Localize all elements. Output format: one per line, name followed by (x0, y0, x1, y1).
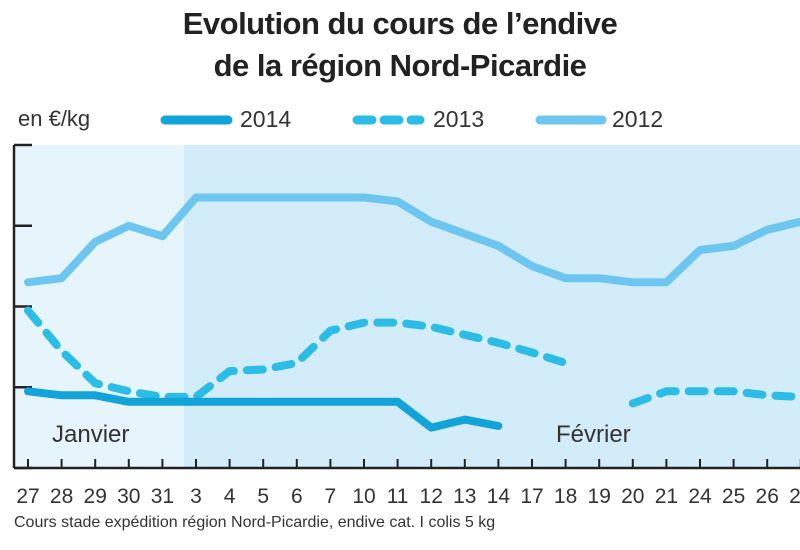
x-tick-label: 27 (16, 485, 39, 508)
x-tick-label: 4 (224, 485, 236, 508)
legend-label-2014: 2014 (240, 106, 292, 132)
x-tick-label: 10 (352, 485, 375, 508)
plot-background-right (184, 145, 800, 468)
x-tick-label: 18 (554, 485, 577, 508)
x-tick-label: 17 (520, 485, 543, 508)
x-tick-label: 20 (621, 485, 644, 508)
x-tick-label: 25 (722, 485, 745, 508)
plot-background-left (14, 145, 184, 468)
legend-label-2012: 2012 (612, 106, 664, 132)
x-tick-label: 26 (756, 485, 779, 508)
x-tick-label: 11 (387, 485, 409, 508)
chart-subtitle: de la région Nord-Picardie (213, 48, 587, 83)
series-line-2013 (24, 306, 570, 401)
x-tick-label: 13 (453, 485, 476, 508)
series-line-2014 (24, 387, 503, 432)
x-tick-label: 3 (190, 485, 202, 508)
x-tick-label: 27 (789, 485, 800, 508)
x-tick-label: 28 (50, 485, 73, 508)
x-tick-label: 29 (84, 485, 107, 508)
x-tick-label: 6 (291, 485, 303, 508)
month-label: Février (556, 421, 631, 448)
series-line-2013 (628, 387, 800, 408)
x-tick-label: 12 (420, 485, 443, 508)
legend-label-2013: 2013 (433, 106, 485, 132)
x-tick-label: 21 (655, 485, 678, 508)
x-tick-label: 31 (151, 485, 174, 508)
x-tick-label: 19 (588, 485, 611, 508)
source-note: Cours stade expédition région Nord-Picar… (14, 514, 496, 531)
x-tick-label: 24 (688, 485, 712, 508)
chart-title: Evolution du cours de l’endive (182, 6, 618, 41)
x-tick-label: 30 (117, 485, 140, 508)
x-tick-label: 5 (257, 485, 269, 508)
y-axis-label: en €/kg (18, 106, 91, 131)
month-label: Janvier (52, 421, 129, 448)
x-tick-label: 14 (487, 485, 511, 508)
series-line-2012 (24, 193, 800, 287)
x-tick-label: 7 (325, 485, 337, 508)
